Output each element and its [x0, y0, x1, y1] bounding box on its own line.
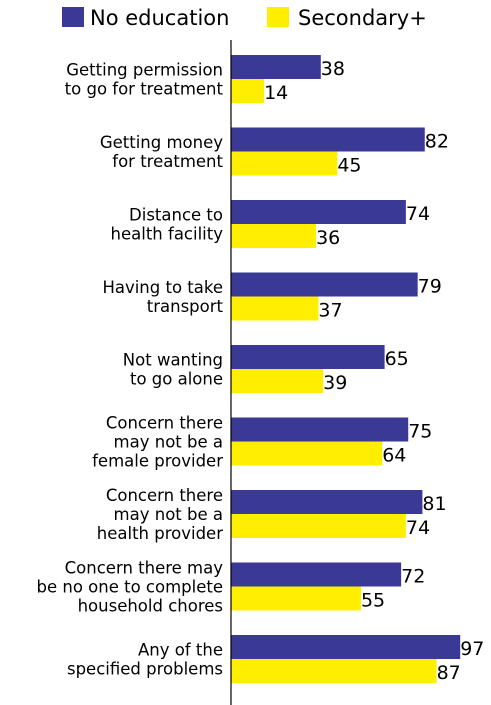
- category-labels: Getting permission to go for treatmentGet…: [37, 61, 224, 679]
- category-label-line: Any of the: [138, 641, 223, 660]
- category-label: Getting money for treatment: [100, 133, 224, 171]
- value-label: 64: [382, 445, 406, 467]
- category-label: Getting permission to go for treatment: [65, 61, 224, 99]
- bar-no-education: [231, 272, 418, 297]
- bar-no-education: [231, 200, 406, 224]
- category-label-line: Having to take: [102, 278, 223, 297]
- value-label: 79: [418, 276, 442, 298]
- bar-secondary-plus: [231, 586, 361, 611]
- category-label-line: to go alone: [130, 370, 223, 389]
- value-label: 87: [437, 662, 461, 684]
- category-label-line: transport: [147, 297, 224, 316]
- bars: [231, 55, 461, 683]
- category-label-line: household chores: [78, 597, 223, 616]
- category-label: Concern there may not be a health provider: [97, 486, 223, 543]
- legend: No education Secondary+: [62, 6, 427, 30]
- category-label-line: Concern there may: [65, 559, 224, 578]
- bar-no-education: [231, 490, 423, 514]
- bar-secondary-plus: [231, 441, 383, 466]
- category-label: Concern there may not be a female provider: [92, 414, 223, 471]
- bar-secondary-plus: [231, 79, 265, 103]
- bar-no-education: [231, 635, 461, 659]
- category-label: Not wanting to go alone: [123, 351, 223, 389]
- value-label: 36: [316, 227, 340, 249]
- value-label: 39: [323, 372, 347, 394]
- category-label-line: health provider: [97, 524, 223, 543]
- bar-secondary-plus: [231, 224, 317, 248]
- category-label-line: Distance to: [129, 206, 223, 225]
- category-label-line: Concern there: [106, 486, 223, 505]
- bar-secondary-plus: [231, 296, 319, 321]
- value-label: 74: [406, 517, 430, 539]
- category-label-line: Getting permission: [66, 61, 223, 80]
- value-label: 65: [385, 348, 409, 370]
- bar-secondary-plus: [231, 659, 437, 683]
- bar-no-education: [231, 562, 402, 587]
- category-label: Having to take transport: [102, 278, 223, 316]
- bar-secondary-plus: [231, 514, 406, 538]
- category-label: Any of the specified problems: [67, 641, 223, 679]
- value-label: 55: [361, 590, 385, 612]
- value-label: 37: [318, 300, 342, 322]
- bar-no-education: [231, 345, 385, 369]
- category-label-line: specified problems: [67, 660, 223, 679]
- bar-secondary-plus: [231, 369, 324, 393]
- legend-swatch-0: [62, 7, 84, 27]
- bar-secondary-plus: [231, 151, 338, 176]
- category-label-line: to go for treatment: [65, 80, 224, 99]
- legend-label-0: No education: [90, 6, 229, 30]
- category-label-line: may not be a: [114, 433, 223, 452]
- category-label-line: may not be a: [114, 505, 223, 524]
- category-label-line: Concern there: [106, 414, 223, 433]
- category-label-line: Getting money: [100, 133, 223, 152]
- value-label: 97: [460, 638, 484, 660]
- value-label: 75: [408, 421, 432, 443]
- value-label: 38: [321, 58, 345, 80]
- value-label: 14: [264, 82, 288, 104]
- value-label: 81: [422, 493, 446, 515]
- bar-no-education: [231, 417, 409, 442]
- category-label: Concern there may be no one to complete ho…: [37, 559, 224, 616]
- category-label: Distance to health facility: [111, 206, 224, 244]
- legend-swatch-1: [267, 7, 289, 27]
- category-label-line: for treatment: [112, 152, 223, 171]
- value-label: 72: [401, 566, 425, 588]
- category-label-line: health facility: [111, 225, 224, 244]
- category-label-line: female provider: [92, 452, 223, 471]
- value-label: 74: [406, 203, 430, 225]
- category-label-line: Not wanting: [123, 351, 223, 370]
- bar-no-education: [231, 55, 321, 79]
- value-label: 82: [425, 131, 449, 153]
- bar-no-education: [231, 127, 425, 152]
- legend-label-1: Secondary+: [298, 6, 427, 30]
- value-label: 45: [337, 155, 361, 177]
- category-label-line: be no one to complete: [37, 578, 224, 597]
